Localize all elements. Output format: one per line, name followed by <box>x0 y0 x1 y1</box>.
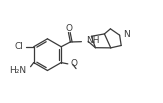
Text: N: N <box>123 30 130 39</box>
Text: O: O <box>65 25 72 33</box>
Text: Cl: Cl <box>14 42 23 51</box>
Text: O: O <box>71 59 77 68</box>
Text: NH: NH <box>86 36 99 45</box>
Text: H₂N: H₂N <box>9 67 26 75</box>
